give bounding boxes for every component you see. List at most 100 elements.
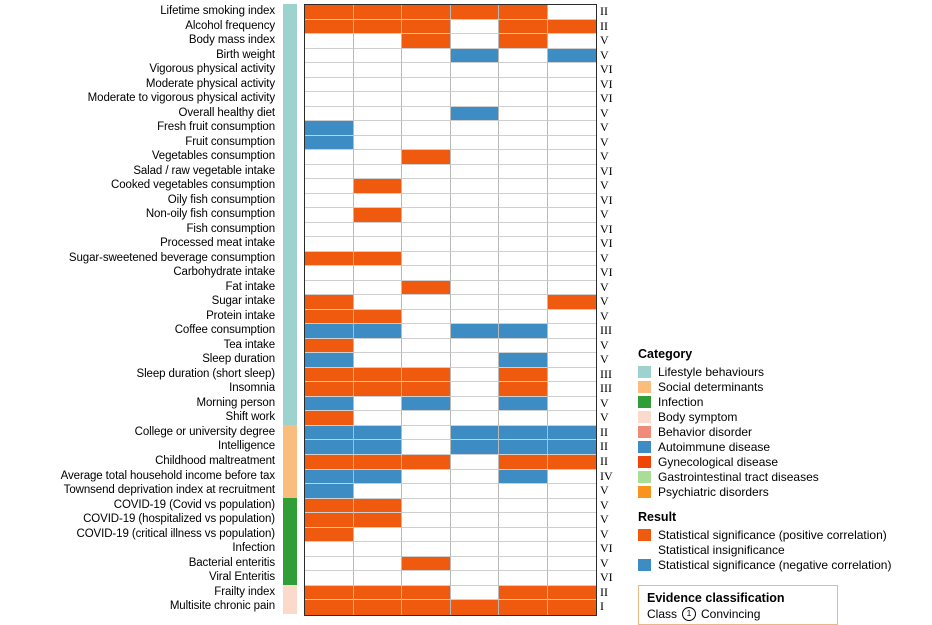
heatmap-cell[interactable]: [547, 324, 596, 339]
heatmap-cell[interactable]: [547, 63, 596, 78]
heatmap-cell[interactable]: [450, 92, 499, 107]
heatmap-cell[interactable]: [353, 440, 402, 455]
heatmap-cell[interactable]: [499, 34, 548, 49]
heatmap-cell[interactable]: [499, 454, 548, 470]
heatmap-cell[interactable]: [499, 280, 548, 296]
heatmap-cell[interactable]: [402, 411, 451, 426]
heatmap-cell[interactable]: [450, 425, 499, 441]
heatmap-cell[interactable]: [547, 5, 596, 20]
heatmap-cell[interactable]: [353, 150, 402, 165]
heatmap-cell[interactable]: [353, 324, 402, 339]
heatmap-cell[interactable]: [547, 150, 596, 165]
heatmap-cell[interactable]: [547, 542, 596, 557]
heatmap-cell[interactable]: [499, 193, 548, 209]
heatmap-cell[interactable]: [402, 513, 451, 528]
heatmap-cell[interactable]: [305, 135, 354, 151]
heatmap-cell[interactable]: [547, 208, 596, 223]
heatmap-cell[interactable]: [450, 498, 499, 514]
heatmap-cell[interactable]: [353, 396, 402, 412]
heatmap-cell[interactable]: [402, 48, 451, 64]
heatmap-cell[interactable]: [499, 164, 548, 180]
heatmap-cell[interactable]: [305, 77, 354, 93]
heatmap-cell[interactable]: [499, 121, 548, 136]
heatmap-cell[interactable]: [547, 411, 596, 426]
heatmap-cell[interactable]: [402, 193, 451, 209]
heatmap-cell[interactable]: [499, 513, 548, 528]
heatmap-cell[interactable]: [305, 222, 354, 238]
heatmap-cell[interactable]: [402, 280, 451, 296]
heatmap-cell[interactable]: [305, 63, 354, 78]
heatmap-cell[interactable]: [402, 527, 451, 543]
heatmap-cell[interactable]: [547, 469, 596, 485]
heatmap-cell[interactable]: [402, 382, 451, 397]
heatmap-cell[interactable]: [547, 425, 596, 441]
heatmap-cell[interactable]: [499, 222, 548, 238]
heatmap-cell[interactable]: [499, 92, 548, 107]
heatmap-cell[interactable]: [305, 338, 354, 354]
heatmap-cell[interactable]: [499, 295, 548, 310]
heatmap-cell[interactable]: [305, 527, 354, 543]
heatmap-cell[interactable]: [305, 484, 354, 499]
heatmap-cell[interactable]: [402, 77, 451, 93]
heatmap-cell[interactable]: [353, 585, 402, 601]
heatmap-cell[interactable]: [305, 382, 354, 397]
heatmap-cell[interactable]: [353, 237, 402, 252]
heatmap-cell[interactable]: [450, 179, 499, 194]
heatmap-cell[interactable]: [450, 164, 499, 180]
heatmap-cell[interactable]: [402, 498, 451, 514]
heatmap-cell[interactable]: [402, 484, 451, 499]
heatmap-cell[interactable]: [547, 48, 596, 64]
heatmap-cell[interactable]: [450, 527, 499, 543]
heatmap-cell[interactable]: [402, 571, 451, 586]
heatmap-cell[interactable]: [305, 48, 354, 64]
heatmap-cell[interactable]: [450, 266, 499, 281]
heatmap-cell[interactable]: [305, 164, 354, 180]
heatmap-cell[interactable]: [450, 440, 499, 455]
heatmap-cell[interactable]: [547, 484, 596, 499]
heatmap-cell[interactable]: [402, 19, 451, 35]
heatmap-cell[interactable]: [499, 208, 548, 223]
heatmap-cell[interactable]: [450, 77, 499, 93]
heatmap-cell[interactable]: [353, 5, 402, 20]
heatmap-cell[interactable]: [499, 556, 548, 572]
heatmap-cell[interactable]: [547, 498, 596, 514]
heatmap-cell[interactable]: [450, 193, 499, 209]
heatmap-cell[interactable]: [305, 585, 354, 601]
heatmap-cell[interactable]: [499, 5, 548, 20]
heatmap-cell[interactable]: [547, 280, 596, 296]
heatmap-cell[interactable]: [450, 324, 499, 339]
heatmap-cell[interactable]: [499, 338, 548, 354]
heatmap-cell[interactable]: [499, 600, 548, 615]
heatmap-cell[interactable]: [499, 396, 548, 412]
heatmap-cell[interactable]: [402, 5, 451, 20]
heatmap-cell[interactable]: [547, 600, 596, 615]
heatmap-cell[interactable]: [450, 513, 499, 528]
heatmap-cell[interactable]: [450, 382, 499, 397]
heatmap-cell[interactable]: [547, 295, 596, 310]
heatmap-cell[interactable]: [450, 34, 499, 49]
heatmap-cell[interactable]: [450, 150, 499, 165]
heatmap-cell[interactable]: [402, 34, 451, 49]
heatmap-cell[interactable]: [499, 484, 548, 499]
heatmap-cell[interactable]: [547, 454, 596, 470]
heatmap-cell[interactable]: [402, 135, 451, 151]
heatmap-cell[interactable]: [499, 19, 548, 35]
heatmap-cell[interactable]: [402, 179, 451, 194]
heatmap-cell[interactable]: [402, 353, 451, 368]
heatmap-cell[interactable]: [499, 498, 548, 514]
heatmap-cell[interactable]: [305, 469, 354, 485]
heatmap-cell[interactable]: [402, 164, 451, 180]
heatmap-cell[interactable]: [450, 585, 499, 601]
heatmap-cell[interactable]: [305, 353, 354, 368]
heatmap-cell[interactable]: [402, 556, 451, 572]
heatmap-cell[interactable]: [402, 454, 451, 470]
heatmap-cell[interactable]: [450, 309, 499, 325]
heatmap-cell[interactable]: [499, 48, 548, 64]
heatmap-cell[interactable]: [450, 135, 499, 151]
heatmap-cell[interactable]: [402, 469, 451, 485]
heatmap-cell[interactable]: [402, 92, 451, 107]
heatmap-cell[interactable]: [547, 440, 596, 455]
heatmap-cell[interactable]: [353, 179, 402, 194]
heatmap-cell[interactable]: [547, 164, 596, 180]
heatmap-cell[interactable]: [353, 556, 402, 572]
